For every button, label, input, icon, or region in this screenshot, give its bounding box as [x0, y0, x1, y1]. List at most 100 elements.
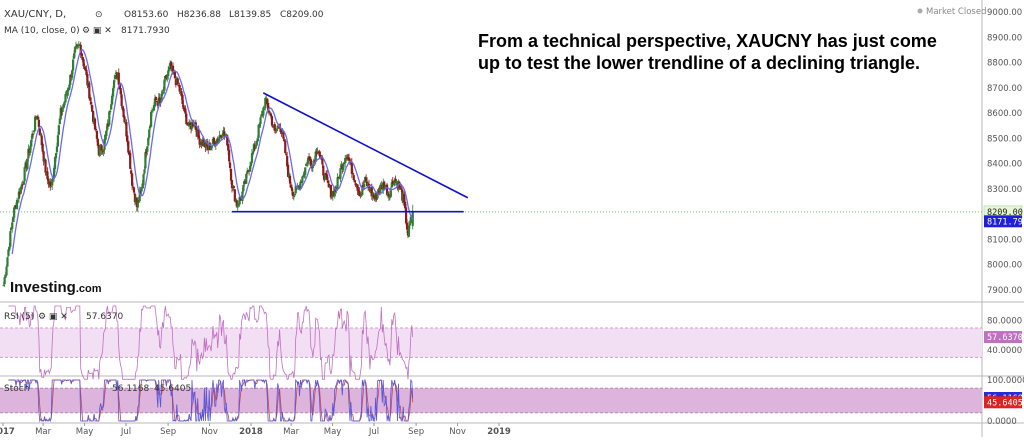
- ohlc-open: O8153.60: [124, 10, 169, 20]
- candle-body: [126, 135, 129, 143]
- candle-body: [336, 177, 339, 189]
- candle-body: [41, 143, 44, 152]
- time-axis-tick: Jul: [368, 427, 379, 437]
- candle-body: [304, 167, 307, 175]
- candle-body: [155, 101, 158, 103]
- candle-body: [294, 185, 297, 194]
- rsi-label: RSI (5): [4, 312, 34, 322]
- candle-body: [289, 184, 293, 188]
- candle-body: [290, 187, 294, 191]
- candle-body: [166, 75, 169, 78]
- candle-body: [245, 173, 248, 184]
- candle-body: [159, 100, 162, 103]
- candle-body: [110, 104, 113, 110]
- price-axis-tick: 8100.00: [987, 235, 1022, 245]
- annotation-line-1: From a technical perspective, XAUCNY has…: [478, 31, 937, 51]
- candle-body: [344, 158, 347, 164]
- candle-body: [12, 216, 15, 222]
- svg-text:XAU/CNY, D,: XAU/CNY, D,: [4, 9, 66, 20]
- candle-body: [342, 164, 345, 171]
- candle-body: [148, 129, 151, 138]
- candle-body: [255, 140, 258, 146]
- candle-body: [275, 128, 278, 131]
- candle-body: [250, 153, 254, 163]
- candle-body: [277, 126, 280, 128]
- candle-body: [408, 223, 411, 226]
- stoch-d-value: 45.6405: [154, 384, 191, 394]
- candle-body: [407, 225, 411, 237]
- candle-body: [117, 72, 120, 85]
- candle-body: [184, 108, 187, 114]
- candle-body: [153, 98, 157, 107]
- price-axis-tick: 7900.00: [987, 286, 1022, 296]
- candle-body: [352, 175, 355, 181]
- candle-body: [119, 88, 122, 95]
- candle-body: [393, 179, 396, 186]
- trendline-upper[interactable]: [262, 92, 469, 199]
- candle-body: [228, 162, 232, 168]
- candle-body: [299, 181, 302, 190]
- candle-body: [280, 130, 283, 134]
- candle-body: [44, 159, 47, 173]
- candle-body: [168, 66, 171, 71]
- candle-body: [47, 178, 50, 185]
- candle-body: [127, 141, 130, 153]
- candle-body: [88, 82, 91, 99]
- candle-body: [150, 111, 153, 127]
- stoch-band: [0, 388, 982, 413]
- candle-body: [113, 74, 117, 79]
- candle-body: [61, 107, 64, 112]
- candle-body: [287, 164, 290, 177]
- time-axis-tick: Sep: [408, 427, 424, 437]
- candle-body: [268, 112, 272, 114]
- candle-body: [237, 204, 240, 206]
- candle-body: [142, 174, 145, 185]
- candle-body: [72, 59, 75, 71]
- candle-body: [251, 151, 255, 155]
- candle-body: [16, 199, 20, 201]
- candle-body: [37, 119, 40, 128]
- ohlc-high: H8236.88: [177, 10, 221, 20]
- candle-body: [59, 107, 62, 120]
- candle-body: [266, 98, 269, 105]
- stoch-k-line: [8, 378, 414, 423]
- time-axis-tick: May: [76, 427, 94, 437]
- candle-body: [84, 68, 87, 71]
- rsi-settings-icon[interactable]: ⚙ ▣ ✕: [38, 312, 68, 322]
- rsi-badge-label: 57.6370: [987, 333, 1023, 343]
- candle-body: [235, 200, 238, 207]
- eye-icon[interactable]: ⊙: [95, 10, 103, 20]
- candle-body: [292, 195, 295, 198]
- candle-body: [69, 74, 72, 85]
- candle-body: [57, 125, 60, 135]
- candle-body: [89, 97, 92, 101]
- candle-body: [136, 200, 139, 208]
- candle-body: [122, 108, 125, 118]
- candle-body: [265, 97, 268, 99]
- candle-body: [249, 162, 253, 167]
- candle-body: [387, 194, 391, 197]
- candle-body: [104, 134, 107, 141]
- candle-body: [79, 44, 82, 55]
- candle-body: [380, 184, 383, 186]
- candle-body: [227, 144, 230, 151]
- candle-body: [218, 135, 221, 140]
- candle-body: [259, 117, 262, 125]
- chart-header: XAU/CNY, D, ⊙ O8153.60 H8236.88 L8139.85…: [4, 7, 986, 36]
- price-badge-label: 8171.79: [987, 217, 1023, 227]
- settings-icon[interactable]: ⚙ ▣ ✕: [82, 26, 112, 36]
- candle-body: [291, 191, 294, 197]
- candle-body: [246, 171, 249, 174]
- candle-body: [105, 130, 108, 136]
- candle-body: [285, 154, 288, 156]
- candle-body: [345, 158, 348, 160]
- candle-body: [284, 140, 287, 154]
- candle-body: [40, 135, 43, 146]
- candle-body: [228, 149, 231, 162]
- candle-body: [301, 176, 304, 183]
- candle-body: [261, 115, 264, 117]
- stoch-badge-label: 45.6405: [987, 398, 1023, 408]
- price-badge: [984, 215, 1022, 228]
- candle-body: [23, 167, 26, 182]
